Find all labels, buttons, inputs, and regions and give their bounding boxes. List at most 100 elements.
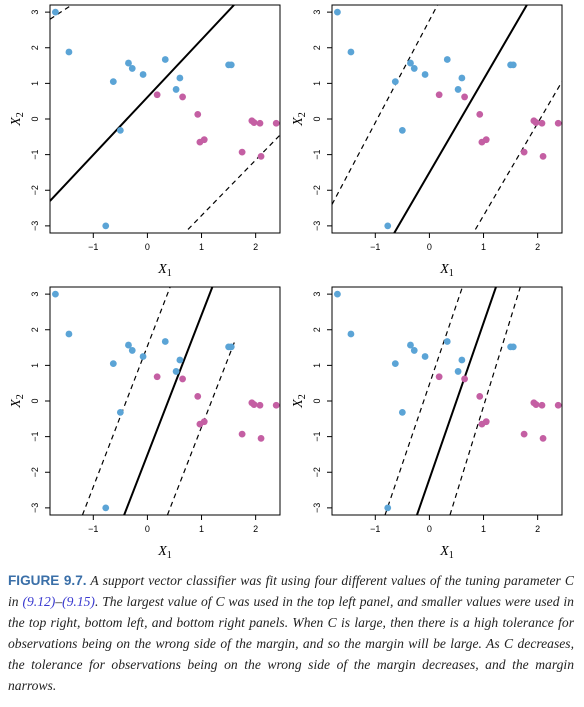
- y-tick-label: 0: [312, 116, 322, 121]
- x-tick-label: 2: [253, 242, 258, 252]
- point-purple-class: [179, 93, 186, 101]
- x-tick-label: −1: [88, 524, 98, 534]
- point-blue-class: [384, 504, 392, 512]
- point-blue-class: [176, 74, 184, 82]
- point-blue-class: [334, 8, 341, 16]
- y-tick-label: −3: [312, 221, 322, 231]
- panel-lines: [384, 287, 521, 515]
- caption-text-6: is large, then there is a high tolerance…: [8, 615, 574, 651]
- panel-top-right: −1 0 1 2 −3 −2 −1 0 1 2 3 X1 X2: [291, 4, 563, 279]
- x-tick-label: −1: [370, 524, 380, 534]
- point-purple-class: [476, 392, 484, 400]
- x-tick-label: −1: [88, 242, 98, 252]
- point-purple-class: [476, 110, 484, 118]
- point-blue-class: [454, 368, 462, 375]
- point-purple-class: [554, 401, 562, 409]
- point-purple-class: [257, 435, 265, 442]
- point-blue-class: [407, 341, 414, 349]
- point-blue-class: [139, 353, 147, 360]
- caption-text-4: . The largest value of: [94, 594, 216, 609]
- margin-line: [384, 287, 463, 515]
- point-purple-class: [539, 153, 547, 160]
- caption-text-2: in: [8, 594, 23, 609]
- caption-ref-1[interactable]: (9.12): [22, 594, 56, 609]
- y-tick-label: 1: [30, 81, 40, 86]
- point-blue-class: [109, 78, 117, 85]
- point-purple-class: [153, 373, 161, 381]
- point-blue-class: [65, 48, 73, 56]
- y-tick-label: −2: [30, 467, 40, 477]
- point-purple-class: [435, 373, 443, 381]
- point-purple-class: [194, 110, 202, 118]
- point-blue-class: [410, 65, 418, 72]
- margin-line: [332, 5, 439, 205]
- panel-bottom-left: −1 0 1 2 −3 −2 −1 0 1 2 3 X1 X2: [9, 286, 281, 561]
- y-tick-label: 2: [30, 327, 40, 332]
- point-blue-class: [410, 347, 418, 354]
- point-blue-class: [109, 360, 117, 367]
- point-purple-class: [256, 401, 264, 409]
- margin-line: [166, 340, 236, 515]
- panel-lines: [81, 287, 236, 515]
- point-blue-class: [161, 56, 169, 63]
- x-axis-label: X1: [157, 262, 172, 279]
- y-tick-label: 3: [30, 10, 40, 15]
- x-tick-label: 0: [427, 524, 432, 534]
- point-blue-class: [125, 341, 132, 349]
- y-tick-label: −3: [30, 503, 40, 513]
- point-purple-class: [272, 119, 280, 127]
- x-tick-label: −1: [370, 242, 380, 252]
- point-purple-class: [153, 91, 161, 99]
- caption-ref-2[interactable]: (9.15): [62, 594, 95, 609]
- point-blue-class: [443, 56, 451, 63]
- x-tick-label: 1: [199, 242, 204, 252]
- y-tick-label: −2: [312, 185, 322, 195]
- point-blue-class: [52, 8, 59, 16]
- point-purple-class: [520, 148, 528, 156]
- point-blue-class: [347, 330, 355, 338]
- caption-text-5: was used in the top left panel, and smal…: [8, 594, 574, 630]
- caption-text-3: –: [55, 594, 63, 609]
- point-purple-class: [200, 136, 208, 144]
- point-blue-class: [458, 356, 466, 364]
- point-purple-class: [256, 119, 264, 127]
- y-axis-label: X2: [9, 112, 26, 127]
- x-axis-label: X1: [157, 544, 172, 561]
- point-purple-class: [461, 93, 468, 101]
- point-purple-class: [179, 375, 186, 383]
- point-purple-class: [272, 401, 280, 409]
- point-purple-class: [200, 418, 208, 426]
- point-blue-class: [116, 409, 124, 416]
- point-blue-class: [454, 86, 462, 93]
- panel-lines: [332, 5, 562, 233]
- point-blue-class: [52, 290, 59, 298]
- point-blue-class: [116, 126, 124, 134]
- point-blue-class: [102, 222, 110, 230]
- hyperplane-line: [416, 287, 497, 515]
- y-tick-label: 0: [30, 116, 40, 121]
- point-purple-class: [257, 153, 265, 160]
- point-blue-class: [421, 71, 429, 78]
- x-axis-label: X1: [439, 262, 454, 279]
- y-tick-label: 3: [312, 292, 322, 297]
- point-blue-class: [384, 222, 392, 230]
- y-tick-label: −3: [30, 221, 40, 231]
- point-blue-class: [125, 59, 132, 67]
- y-axis-label: X2: [291, 394, 308, 409]
- x-tick-label: 0: [145, 524, 150, 534]
- point-blue-class: [65, 330, 73, 338]
- point-blue-class: [227, 61, 235, 69]
- x-tick-label: 1: [199, 524, 204, 534]
- panel-lines: [50, 5, 280, 230]
- point-purple-class: [538, 401, 546, 409]
- caption-label: FIGURE 9.7.: [8, 573, 87, 588]
- point-purple-class: [520, 430, 528, 438]
- x-tick-label: 2: [535, 242, 540, 252]
- y-axis-label: X2: [291, 112, 308, 127]
- point-blue-class: [443, 338, 451, 345]
- y-tick-label: −1: [30, 431, 40, 441]
- y-tick-label: 1: [312, 81, 322, 86]
- point-blue-class: [458, 74, 466, 82]
- point-purple-class: [532, 119, 540, 126]
